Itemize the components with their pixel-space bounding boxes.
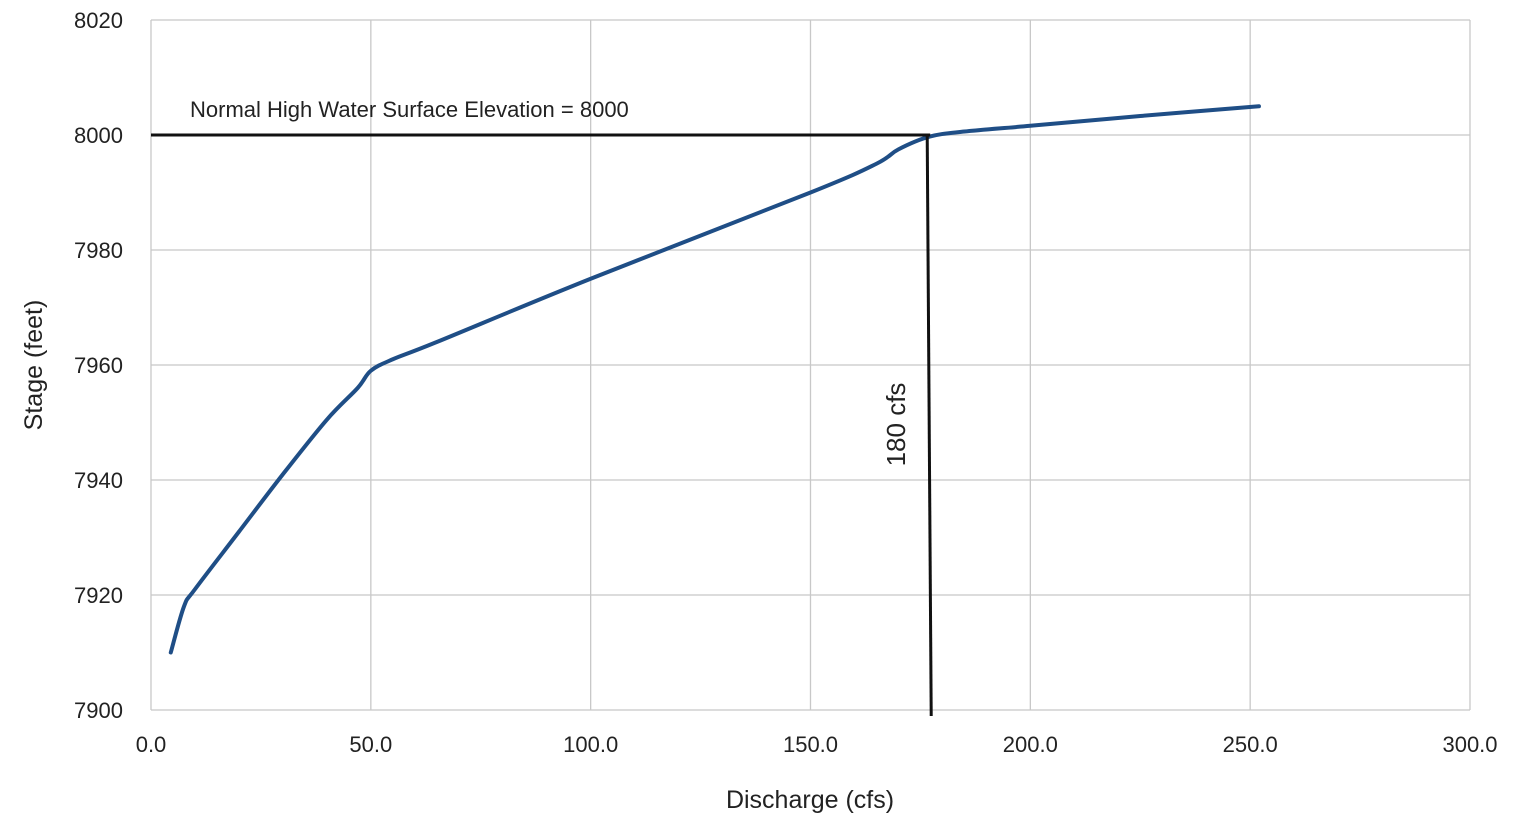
x-tick-label: 0.0 xyxy=(136,732,167,757)
x-tick-label: 200.0 xyxy=(1003,732,1058,757)
discharge-marker-label: 180 cfs xyxy=(881,383,911,467)
y-tick-label: 7980 xyxy=(74,238,123,263)
y-tick-label: 7940 xyxy=(74,468,123,493)
y-tick-label: 7920 xyxy=(74,583,123,608)
data-series xyxy=(168,104,1261,655)
y-tick-label: 8000 xyxy=(74,123,123,148)
x-tick-label: 50.0 xyxy=(349,732,392,757)
stage-discharge-curve xyxy=(168,104,1261,655)
x-tick-label: 250.0 xyxy=(1223,732,1278,757)
y-tick-label: 8020 xyxy=(74,8,123,33)
normal-high-water-label: Normal High Water Surface Elevation = 80… xyxy=(190,97,629,122)
y-axis-title: Stage (feet) xyxy=(20,300,48,431)
x-axis-title: Discharge (cfs) xyxy=(726,786,894,814)
x-tick-label: 300.0 xyxy=(1442,732,1497,757)
x-tick-label: 100.0 xyxy=(563,732,618,757)
tick-labels: 0.0 50.0 100.0 150.0 200.0 250.0 300.0 7900 7920… xyxy=(74,8,1497,757)
y-tick-label: 7960 xyxy=(74,353,123,378)
x-tick-label: 150.0 xyxy=(783,732,838,757)
discharge-marker-line xyxy=(925,134,933,717)
y-tick-label: 7900 xyxy=(74,698,123,723)
